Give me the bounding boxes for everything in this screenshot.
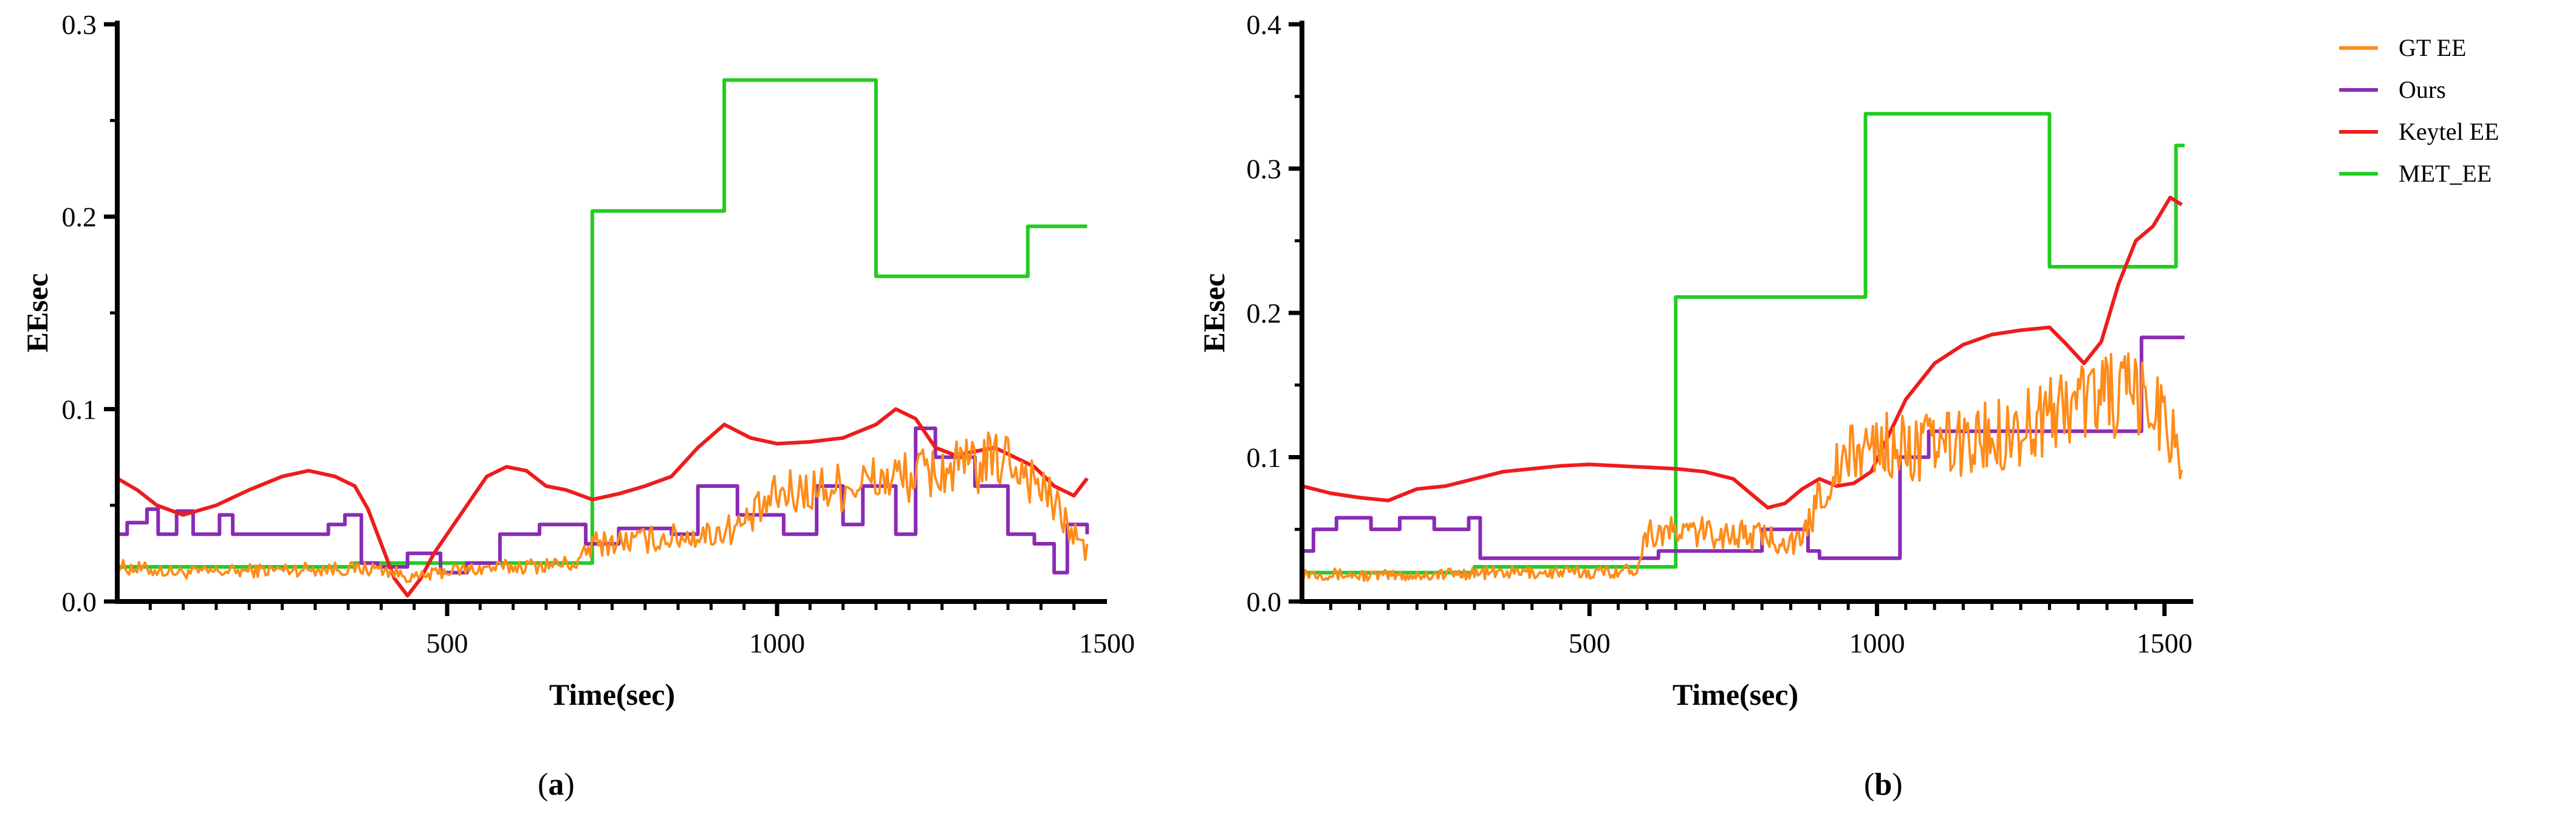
- caption-a: (a): [538, 767, 575, 803]
- x-tick-label-a-2: 1500: [1079, 628, 1135, 659]
- legend-item-gt-ee: GT EE: [2339, 27, 2499, 69]
- legend-item-keytel-ee: Keytel EE: [2339, 111, 2499, 152]
- legend-item-ours: Ours: [2339, 69, 2499, 111]
- series-line-met-ee-b: [1302, 112, 2185, 575]
- legend-swatch-gt-ee: [2339, 46, 2378, 50]
- x-axis-label-a: Time(sec): [549, 677, 675, 711]
- x-tick-label-a-0: 500: [426, 628, 468, 659]
- y-tick-label-b-3: 0.3: [1247, 154, 1282, 185]
- series-line-gt-ee-b: [1301, 352, 2184, 582]
- legend-item-met-ee: MET_EE: [2339, 152, 2499, 194]
- caption-b-letter: b: [1874, 767, 1893, 802]
- chart-panel-b: 0.0 0.1 0.2 0.3 0.4 500 1000 1500 Time(sec) EEsec: [1197, 9, 2193, 711]
- legend-swatch-keytel-ee: [2339, 129, 2378, 134]
- caption-b-close: ): [1892, 767, 1903, 802]
- legend-swatch-ours: [2339, 87, 2378, 92]
- y-tick-label-b-4: 0.4: [1247, 9, 1282, 40]
- legend: GT EE Ours Keytel EE MET_EE: [2339, 27, 2499, 194]
- y-tick-label-b-0: 0.0: [1247, 586, 1282, 617]
- x-tick-label-b-0: 500: [1569, 628, 1611, 659]
- y-axis-label-a: EEsec: [20, 273, 54, 353]
- y-tick-label-b-1: 0.1: [1247, 442, 1282, 473]
- chart-panel-a: 0.0 0.1 0.2 0.3 500 1000 1500 Time(sec) EEsec: [20, 9, 1135, 711]
- y-tick-label-a-0: 0.0: [62, 586, 97, 617]
- y-tick-label-a-3: 0.3: [62, 9, 97, 40]
- y-axis-label-b: EEsec: [1197, 273, 1231, 353]
- caption-b-open: (: [1864, 767, 1875, 802]
- series-line-keytel-ee-a: [116, 407, 1089, 598]
- y-tick-label-a-2: 0.2: [62, 202, 97, 233]
- legend-label-met-ee: MET_EE: [2399, 160, 2492, 187]
- caption-a-close: ): [564, 767, 575, 802]
- series-line-met-ee-a: [117, 78, 1088, 569]
- x-tick-label-a-1: 1000: [749, 628, 805, 659]
- legend-label-keytel-ee: Keytel EE: [2399, 118, 2499, 145]
- x-tick-label-b-2: 1500: [2137, 628, 2193, 659]
- legend-label-ours: Ours: [2399, 76, 2446, 103]
- series-line-gt-ee-a: [116, 431, 1089, 583]
- legend-swatch-met-ee: [2339, 171, 2378, 176]
- caption-a-letter: a: [548, 767, 564, 802]
- y-tick-label-a-1: 0.1: [62, 394, 97, 425]
- legend-label-gt-ee: GT EE: [2399, 34, 2467, 61]
- x-axis-label-b: Time(sec): [1673, 677, 1798, 711]
- y-tick-label-b-2: 0.2: [1247, 298, 1282, 329]
- caption-b: (b): [1864, 767, 1903, 803]
- series-line-keytel-ee-b: [1301, 196, 2183, 510]
- x-tick-label-b-1: 1000: [1849, 628, 1905, 659]
- caption-a-open: (: [538, 767, 549, 802]
